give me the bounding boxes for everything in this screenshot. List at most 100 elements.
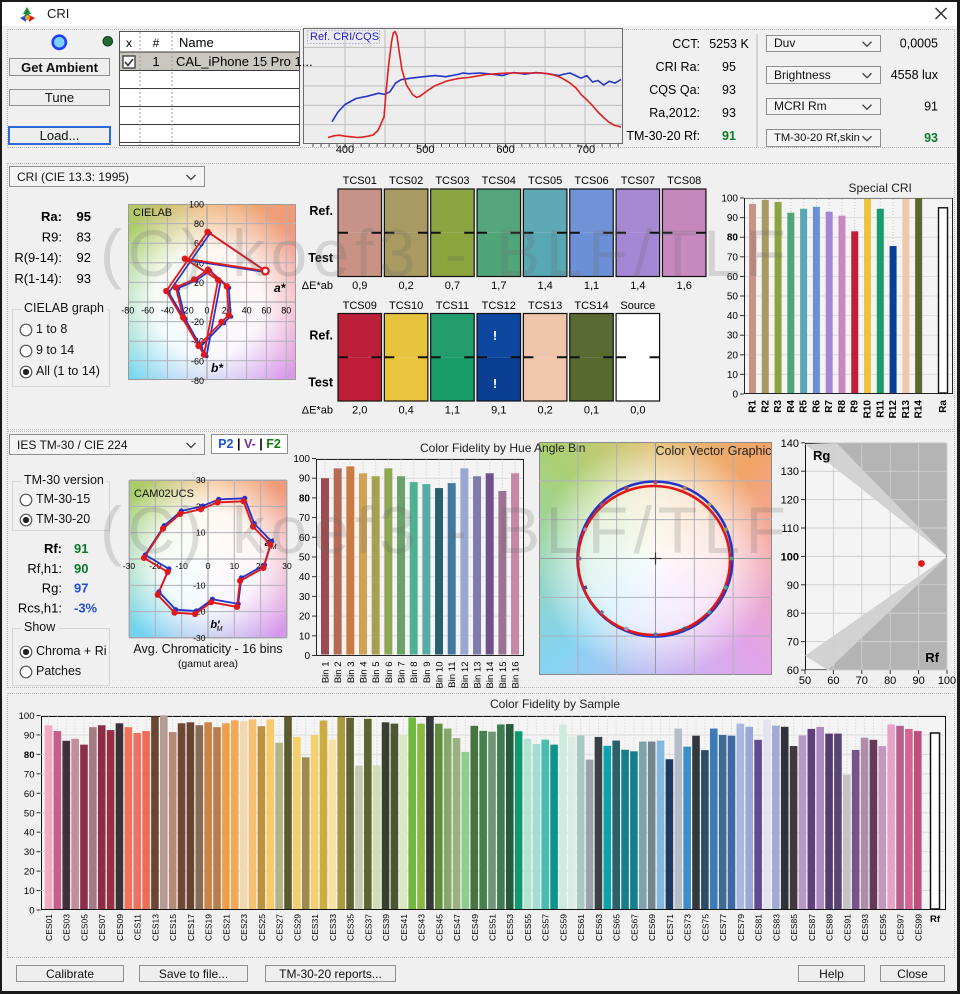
- svg-text:CES49: CES49: [470, 914, 480, 941]
- svg-text:CES99: CES99: [913, 914, 923, 941]
- svg-text:CES69: CES69: [647, 914, 657, 941]
- svg-text:93: 93: [77, 271, 91, 286]
- svg-text:700: 700: [577, 144, 595, 156]
- svg-text:Bin 11: Bin 11: [447, 662, 458, 688]
- svg-text:60: 60: [261, 306, 271, 316]
- svg-text:b*: b*: [211, 361, 224, 375]
- svg-text:R(9-14):: R(9-14):: [14, 250, 62, 265]
- svg-text:0,7: 0,7: [445, 280, 460, 292]
- svg-text:70: 70: [856, 675, 868, 687]
- svg-text:70: 70: [24, 769, 35, 780]
- svg-text:9,1: 9,1: [491, 405, 506, 417]
- svg-text:50: 50: [299, 553, 311, 564]
- svg-text:0,4: 0,4: [398, 405, 413, 417]
- svg-text:-10: -10: [176, 561, 189, 571]
- svg-text:110: 110: [781, 523, 799, 535]
- svg-text:-40: -40: [161, 306, 174, 316]
- svg-text:CES87: CES87: [807, 914, 817, 941]
- svg-text:-80: -80: [191, 376, 204, 386]
- svg-text:0,9: 0,9: [352, 280, 367, 292]
- svg-text:1,4: 1,4: [538, 280, 553, 292]
- svg-text:R11: R11: [875, 400, 886, 418]
- svg-text:CES55: CES55: [523, 914, 533, 941]
- svg-text:CES85: CES85: [789, 914, 799, 941]
- svg-text:Bin 7: Bin 7: [397, 662, 408, 684]
- svg-text:CES11: CES11: [133, 914, 143, 941]
- svg-text:Color Fidelity by Sample: Color Fidelity by Sample: [490, 697, 620, 711]
- svg-text:CES29: CES29: [292, 914, 302, 941]
- svg-text:TCS01: TCS01: [343, 175, 377, 187]
- svg-text:CRI: CRI: [47, 6, 69, 21]
- svg-text:CES21: CES21: [221, 914, 231, 941]
- svg-text:0,2: 0,2: [538, 405, 553, 417]
- svg-text:CES09: CES09: [115, 914, 125, 941]
- svg-text:80: 80: [194, 219, 204, 229]
- svg-text:Bin 10: Bin 10: [435, 662, 446, 689]
- svg-text:0: 0: [206, 561, 211, 571]
- svg-text:CRI Ra:: CRI Ra:: [656, 60, 700, 74]
- svg-text:CIELAB: CIELAB: [133, 207, 172, 219]
- svg-text:ΔE*ab: ΔE*ab: [302, 405, 333, 417]
- svg-text:CES81: CES81: [754, 914, 764, 941]
- svg-text:Bin 3: Bin 3: [346, 662, 357, 684]
- svg-text:100: 100: [189, 200, 204, 210]
- svg-text:1,7: 1,7: [491, 280, 506, 292]
- svg-text:CES13: CES13: [150, 914, 160, 941]
- svg-text:40: 40: [194, 258, 204, 268]
- svg-text:140: 140: [781, 438, 799, 450]
- svg-text:R1: R1: [748, 400, 759, 413]
- svg-text:CES45: CES45: [434, 914, 444, 941]
- svg-text:Test: Test: [308, 376, 334, 390]
- svg-text:120: 120: [781, 495, 799, 507]
- svg-text:0: 0: [29, 906, 34, 917]
- svg-text:CES91: CES91: [842, 914, 852, 941]
- svg-text:Bin 16: Bin 16: [511, 662, 522, 689]
- svg-text:CES61: CES61: [576, 914, 586, 941]
- svg-text:CES67: CES67: [629, 914, 639, 941]
- svg-text:83: 83: [77, 230, 91, 245]
- svg-text:-20: -20: [181, 306, 194, 316]
- svg-text:R6: R6: [811, 400, 822, 413]
- svg-text:TCS09: TCS09: [343, 300, 377, 312]
- svg-text:R14: R14: [914, 400, 925, 419]
- svg-text:80: 80: [787, 608, 799, 620]
- svg-text:100: 100: [781, 551, 799, 563]
- svg-text:CES23: CES23: [239, 914, 249, 941]
- svg-text:Rf: Rf: [930, 914, 941, 925]
- svg-text:90: 90: [787, 580, 799, 592]
- svg-text:!: !: [493, 328, 497, 343]
- svg-text:TCS02: TCS02: [389, 175, 423, 187]
- svg-text:R9: R9: [850, 400, 861, 413]
- svg-text:CES25: CES25: [257, 914, 267, 941]
- svg-text:30: 30: [24, 847, 35, 858]
- svg-text:90: 90: [299, 474, 311, 485]
- svg-text:20: 20: [256, 561, 266, 571]
- svg-text:50: 50: [799, 675, 811, 687]
- svg-text:Test: Test: [308, 251, 334, 265]
- svg-text:Bin 1: Bin 1: [321, 662, 332, 684]
- svg-text:x: x: [126, 36, 132, 50]
- svg-text:TCS06: TCS06: [574, 175, 608, 187]
- svg-text:R12: R12: [888, 400, 899, 419]
- svg-text:TCS03: TCS03: [435, 175, 469, 187]
- svg-text:-3%: -3%: [74, 600, 98, 615]
- svg-text:1,1: 1,1: [584, 280, 599, 292]
- svg-text:Ra:: Ra:: [41, 209, 62, 224]
- svg-text:TCS10: TCS10: [389, 300, 423, 312]
- svg-text:b′: b′: [210, 619, 221, 631]
- svg-text:-60: -60: [191, 356, 204, 366]
- svg-text:CES35: CES35: [346, 914, 356, 941]
- svg-text:CES43: CES43: [417, 914, 427, 941]
- svg-text:CES07: CES07: [97, 914, 107, 941]
- svg-text:0,1: 0,1: [584, 405, 599, 417]
- svg-text:Rcs,h1:: Rcs,h1:: [18, 600, 62, 615]
- svg-text:R8: R8: [837, 400, 848, 413]
- svg-text:2,0: 2,0: [352, 405, 367, 417]
- svg-text:40: 40: [242, 306, 252, 316]
- svg-text:CES01: CES01: [44, 914, 54, 941]
- svg-text:40: 40: [24, 828, 35, 839]
- svg-text:Rg:: Rg:: [42, 581, 62, 596]
- svg-text:Color Fidelity by Hue Angle Bi: Color Fidelity by Hue Angle Bin: [420, 441, 585, 455]
- svg-text:10: 10: [727, 370, 739, 381]
- svg-text:100: 100: [721, 194, 738, 205]
